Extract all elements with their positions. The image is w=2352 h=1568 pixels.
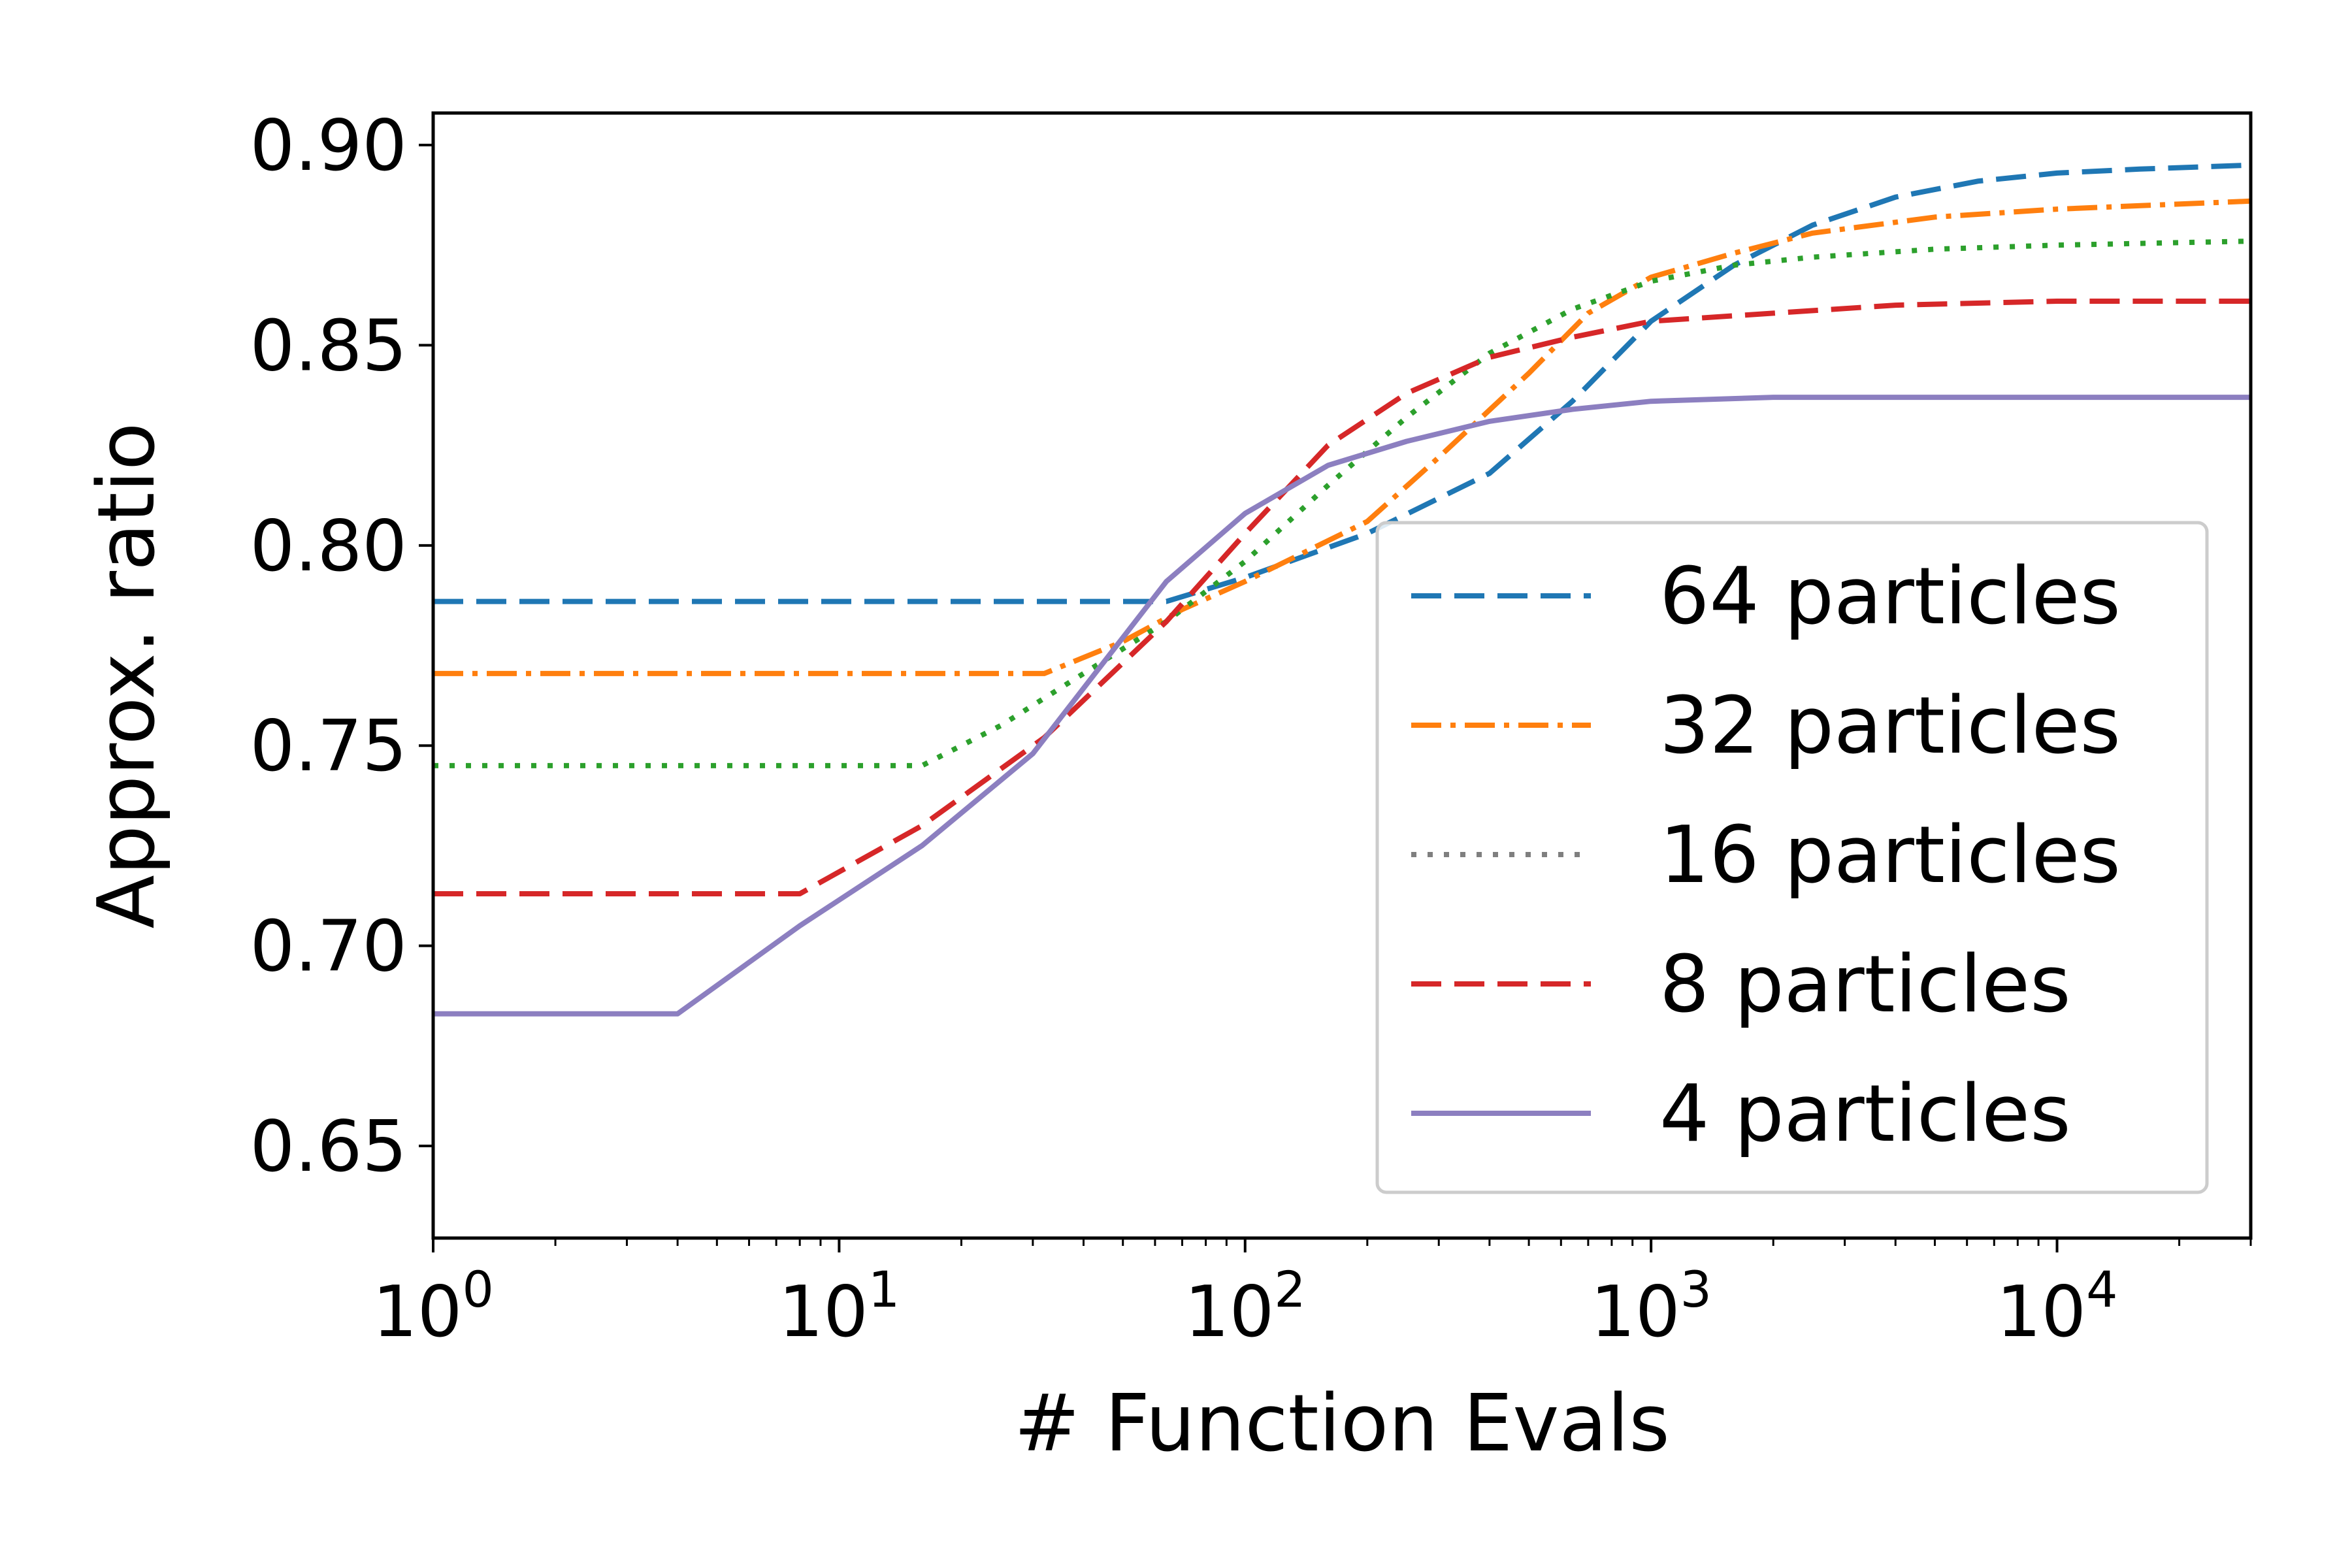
ticks-layer: 0.65 0.70 0.75 0.80 0.85 0.90 100 101 102 103 104 <box>250 105 2252 1353</box>
y-tick-label: 0.70 <box>250 906 407 988</box>
series-layer <box>433 162 2251 1017</box>
x-tick-label: 104 <box>1997 1260 2118 1353</box>
x-axis-label: # Function Evals <box>1014 1379 1669 1469</box>
y-axis-label: Approx. ratio <box>82 423 172 929</box>
x-tick-label: 103 <box>1590 1260 1712 1353</box>
series-line-3 <box>433 238 2251 768</box>
legend-box <box>1375 521 2209 1194</box>
x-tick-label: 102 <box>1184 1260 1306 1353</box>
x-tick-label: 100 <box>372 1260 494 1353</box>
y-tick-label: 0.65 <box>250 1106 407 1188</box>
series-line-4 <box>433 299 2251 896</box>
legend-label-4: 8 particles <box>1659 939 2071 1030</box>
legend-label-1: 64 particles <box>1659 551 2121 642</box>
y-tick-label: 0.75 <box>250 706 407 787</box>
series-line-5 <box>433 395 2251 1017</box>
y-tick-label: 0.85 <box>250 305 407 387</box>
legend-label-2: 32 particles <box>1659 681 2121 772</box>
x-tick-label: 101 <box>778 1260 900 1353</box>
legend: 64 particles 32 particles 16 particles 8 pa… <box>1375 521 2209 1194</box>
y-tick-label: 0.80 <box>250 506 407 587</box>
series-line-1 <box>433 162 2251 604</box>
legend-label-3: 16 particles <box>1659 810 2121 901</box>
series-line-2 <box>433 198 2251 676</box>
y-tick-label: 0.90 <box>250 105 407 187</box>
legend-label-5: 4 particles <box>1659 1069 2071 1160</box>
plot-frame <box>431 111 2253 1240</box>
